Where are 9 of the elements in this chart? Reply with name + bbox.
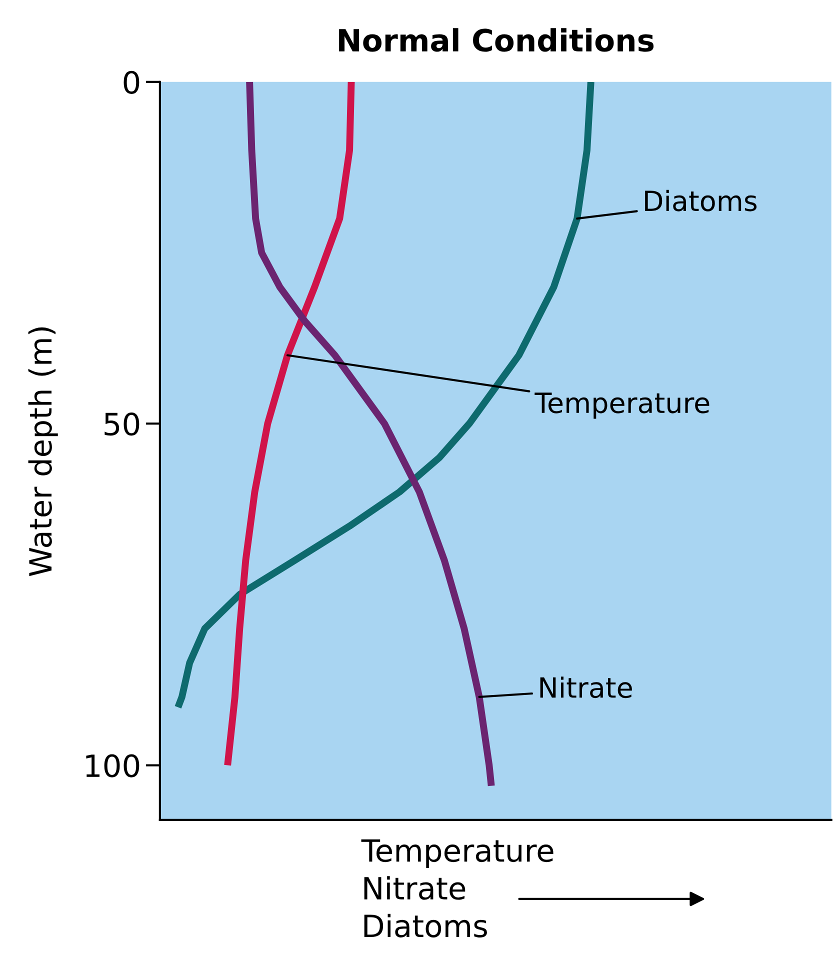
y-tick-label: 50 [104, 412, 140, 436]
text: Diatoms [645, 190, 757, 212]
text: Nitrate [540, 676, 632, 698]
y-tick-label: 0 [124, 70, 140, 94]
y-tick-label: 100 [86, 754, 140, 778]
chart-title: Normal Conditions [339, 28, 654, 52]
x-axis-title: Temperature Nitrate Diatoms [361, 839, 554, 938]
text: Temperature [534, 392, 710, 419]
y-axis-title: Water depth (m) [28, 327, 58, 576]
